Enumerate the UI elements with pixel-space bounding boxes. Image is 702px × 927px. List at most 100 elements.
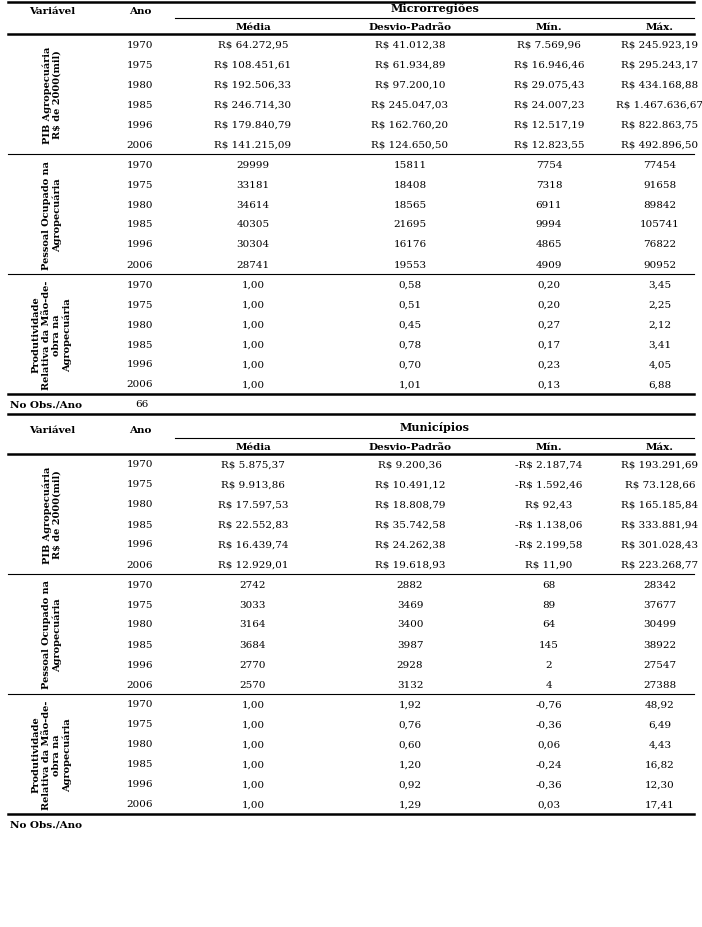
Text: 27388: 27388 [644, 679, 677, 689]
Text: R$ 12.929,01: R$ 12.929,01 [218, 560, 289, 569]
Text: 1,00: 1,00 [241, 760, 265, 768]
Text: 2570: 2570 [240, 679, 266, 689]
Text: -0,36: -0,36 [536, 719, 562, 729]
Text: 12,30: 12,30 [645, 780, 675, 789]
Text: R$ 24.262,38: R$ 24.262,38 [375, 540, 445, 549]
Text: Desvio-Padrão: Desvio-Padrão [369, 22, 451, 32]
Text: 1970: 1970 [127, 700, 153, 709]
Text: R$ 141.215,09: R$ 141.215,09 [214, 140, 291, 149]
Text: 3469: 3469 [397, 600, 423, 609]
Text: Pessoal Ocupado na
Agropecuária: Pessoal Ocupado na Agropecuária [42, 160, 62, 269]
Text: 38922: 38922 [644, 640, 677, 649]
Text: 4: 4 [545, 679, 552, 689]
Text: 105741: 105741 [640, 221, 680, 229]
Text: R$ 19.618,93: R$ 19.618,93 [375, 560, 445, 569]
Text: 1975: 1975 [127, 300, 153, 310]
Text: Média: Média [235, 22, 271, 32]
Text: Média: Média [235, 442, 271, 451]
Text: Máx.: Máx. [646, 442, 674, 451]
Text: R$ 1.467.636,67: R$ 1.467.636,67 [616, 100, 702, 109]
Text: 1996: 1996 [127, 240, 153, 249]
Text: 68: 68 [543, 580, 555, 589]
Text: 2928: 2928 [397, 660, 423, 668]
Text: R$ 9.913,86: R$ 9.913,86 [221, 480, 285, 489]
Text: R$ 29.075,43: R$ 29.075,43 [514, 81, 584, 89]
Text: 1,29: 1,29 [399, 800, 422, 808]
Text: 1996: 1996 [127, 360, 153, 369]
Text: 1985: 1985 [127, 340, 153, 349]
Text: R$ 162.760,20: R$ 162.760,20 [371, 121, 449, 130]
Text: 1970: 1970 [127, 280, 153, 289]
Text: R$ 18.808,79: R$ 18.808,79 [375, 500, 445, 509]
Text: 1970: 1970 [127, 41, 153, 49]
Text: 1980: 1980 [127, 500, 153, 509]
Text: Variável: Variável [29, 426, 75, 435]
Text: 2770: 2770 [240, 660, 266, 668]
Text: 77454: 77454 [644, 160, 677, 170]
Text: -0,24: -0,24 [536, 760, 562, 768]
Text: 1,00: 1,00 [241, 780, 265, 789]
Text: R$ 12.517,19: R$ 12.517,19 [514, 121, 584, 130]
Text: R$ 434.168,88: R$ 434.168,88 [621, 81, 698, 89]
Text: R$ 822.863,75: R$ 822.863,75 [621, 121, 698, 130]
Text: 9994: 9994 [536, 221, 562, 229]
Text: No Obs./Ano: No Obs./Ano [10, 400, 82, 409]
Text: R$ 35.742,58: R$ 35.742,58 [375, 520, 445, 529]
Text: 3,41: 3,41 [649, 340, 672, 349]
Text: R$ 22.552,83: R$ 22.552,83 [218, 520, 289, 529]
Text: 1975: 1975 [127, 480, 153, 489]
Text: 7754: 7754 [536, 160, 562, 170]
Text: Produtividade
Relativa da Mão-de-
obra na
Agropecuária: Produtividade Relativa da Mão-de- obra n… [32, 700, 72, 809]
Text: 1980: 1980 [127, 620, 153, 629]
Text: 0,06: 0,06 [538, 740, 561, 749]
Text: 0,27: 0,27 [538, 320, 561, 329]
Text: 2006: 2006 [127, 140, 153, 149]
Text: 1975: 1975 [127, 60, 153, 70]
Text: 2,12: 2,12 [649, 320, 672, 329]
Text: R$ 73.128,66: R$ 73.128,66 [625, 480, 695, 489]
Text: 6,88: 6,88 [649, 380, 672, 389]
Text: PIB Agropecuária
R$ de 2000(mil): PIB Agropecuária R$ de 2000(mil) [42, 46, 62, 144]
Text: 17,41: 17,41 [645, 800, 675, 808]
Text: 2: 2 [545, 660, 552, 668]
Text: 0,58: 0,58 [399, 280, 422, 289]
Text: R$ 179.840,79: R$ 179.840,79 [214, 121, 291, 130]
Text: R$ 10.491,12: R$ 10.491,12 [375, 480, 445, 489]
Text: Produtividade
Relativa da Mão-de-
obra na
Agropecuária: Produtividade Relativa da Mão-de- obra n… [32, 280, 72, 389]
Text: 1,00: 1,00 [241, 360, 265, 369]
Text: 0,23: 0,23 [538, 360, 561, 369]
Text: 3132: 3132 [397, 679, 423, 689]
Text: R$ 333.881,94: R$ 333.881,94 [621, 520, 698, 529]
Text: 2006: 2006 [127, 260, 153, 269]
Text: R$ 9.200,36: R$ 9.200,36 [378, 460, 442, 469]
Text: R$ 223.268,77: R$ 223.268,77 [621, 560, 698, 569]
Text: 1,00: 1,00 [241, 380, 265, 389]
Text: 1985: 1985 [127, 100, 153, 109]
Text: 1,20: 1,20 [399, 760, 422, 768]
Text: 0,51: 0,51 [399, 300, 422, 310]
Text: 89: 89 [543, 600, 555, 609]
Text: 2006: 2006 [127, 380, 153, 389]
Text: 145: 145 [539, 640, 559, 649]
Text: 89842: 89842 [644, 200, 677, 210]
Text: 1970: 1970 [127, 160, 153, 170]
Text: Pessoal Ocupado na
Agropecuária: Pessoal Ocupado na Agropecuária [42, 580, 62, 689]
Text: R$ 108.451,61: R$ 108.451,61 [214, 60, 291, 70]
Text: 0,45: 0,45 [399, 320, 422, 329]
Text: R$ 246.714,30: R$ 246.714,30 [214, 100, 291, 109]
Text: No Obs./Ano: No Obs./Ano [10, 819, 82, 829]
Text: 0,92: 0,92 [399, 780, 422, 789]
Text: 2882: 2882 [397, 580, 423, 589]
Text: 15811: 15811 [393, 160, 427, 170]
Text: 0,60: 0,60 [399, 740, 422, 749]
Text: 2742: 2742 [240, 580, 266, 589]
Text: R$ 11,90: R$ 11,90 [525, 560, 573, 569]
Text: 66: 66 [135, 400, 148, 409]
Text: 1985: 1985 [127, 221, 153, 229]
Text: 3,45: 3,45 [649, 280, 672, 289]
Text: 2,25: 2,25 [649, 300, 672, 310]
Text: 18408: 18408 [393, 181, 427, 189]
Text: 1,00: 1,00 [241, 700, 265, 709]
Text: 16,82: 16,82 [645, 760, 675, 768]
Text: 1996: 1996 [127, 780, 153, 789]
